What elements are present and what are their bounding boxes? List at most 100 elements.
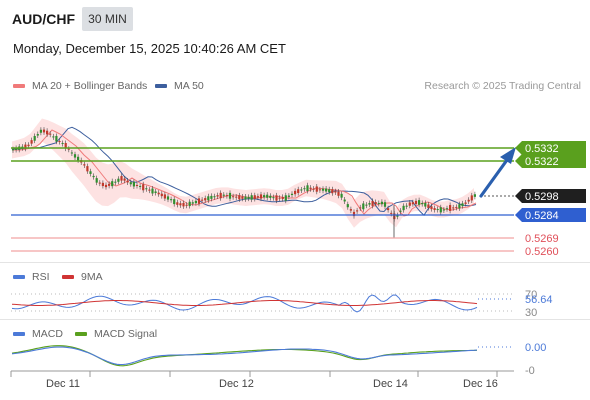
candlestick (33, 133, 36, 144)
candlestick (433, 205, 436, 213)
candle-body (11, 149, 15, 151)
candlestick (278, 195, 281, 202)
candle-body (83, 164, 86, 166)
timeframe-button[interactable]: 30 MIN (82, 7, 133, 31)
candle-body (70, 152, 73, 154)
macd-signal-swatch (75, 332, 87, 337)
candle-body (300, 189, 303, 191)
candlestick (241, 194, 244, 202)
candlestick (204, 195, 207, 203)
candle-body (253, 195, 256, 199)
candle-body (142, 184, 145, 191)
candle-body (473, 194, 476, 197)
candlestick (331, 186, 334, 196)
candlestick (421, 200, 424, 207)
candle-body (173, 199, 176, 205)
candlestick (303, 185, 306, 192)
candlestick (362, 200, 365, 212)
candlestick (259, 191, 263, 202)
candle-body (368, 203, 371, 205)
rsi-ma-swatch (62, 275, 74, 280)
candle-body (424, 202, 427, 207)
candle-body (321, 188, 325, 191)
candle-body (120, 176, 123, 181)
rsi-label: RSI (32, 271, 50, 283)
candle-body (380, 201, 383, 205)
candle-body (95, 178, 98, 183)
candle-body (166, 196, 170, 200)
ma20-label: MA 20 + Bollinger Bands (32, 80, 148, 92)
ma20-line (12, 129, 477, 217)
price-label-0.5260: 0.5260 (525, 246, 559, 258)
candle-body (92, 175, 95, 178)
symbol-title: AUD/CHF (12, 11, 75, 27)
macd-line (11, 346, 478, 366)
candle-body (182, 202, 185, 207)
candlestick (95, 175, 98, 186)
candle-body (176, 202, 179, 205)
candle-body (365, 204, 368, 206)
candlestick (126, 178, 129, 185)
candlestick (470, 192, 473, 203)
candlestick (445, 205, 449, 212)
x-label-dec16: Dec 16 (463, 378, 498, 390)
candle-body (24, 144, 27, 149)
candlestick (396, 212, 399, 220)
candlestick (464, 199, 467, 207)
candle-body (318, 189, 321, 191)
candle-body (104, 184, 108, 188)
candlestick (272, 194, 275, 201)
candle-body (207, 196, 210, 201)
moving-averages (11, 126, 477, 217)
candlestick (170, 196, 173, 203)
candle-body (244, 196, 247, 200)
candlestick (139, 183, 142, 190)
candlestick (244, 194, 247, 202)
candlestick (284, 192, 287, 204)
candlestick (120, 173, 123, 184)
candle-body (55, 135, 58, 142)
candlestick (182, 200, 185, 209)
candlestick (337, 189, 340, 199)
candle-body (49, 133, 52, 135)
candle-body (157, 192, 160, 195)
candle-body (405, 205, 408, 207)
candlestick (24, 142, 27, 152)
candlestick (151, 186, 154, 196)
candle-body (36, 134, 39, 136)
candle-body (259, 194, 263, 199)
macd-signal-label: MACD Signal (94, 328, 158, 340)
candle-body (126, 180, 129, 183)
candlestick (123, 176, 126, 184)
candle-body (303, 188, 306, 190)
candle-body (383, 202, 387, 207)
candlestick (275, 192, 278, 204)
candlestick (213, 193, 216, 200)
candlestick (129, 179, 132, 187)
candlestick (201, 197, 204, 204)
candle-body (117, 178, 120, 182)
candle-body (325, 188, 328, 192)
candle-body (111, 181, 114, 187)
candlestick (15, 145, 18, 153)
candlestick (228, 190, 232, 202)
candle-body (346, 204, 349, 208)
candlestick (449, 202, 452, 214)
candle-body (387, 208, 390, 211)
legend-ma20: MA 20 + Bollinger Bands (13, 80, 147, 92)
macd-signal-line (11, 345, 478, 367)
candlestick (108, 181, 111, 189)
candlestick (334, 188, 337, 196)
candle-body (185, 204, 188, 206)
candlestick (185, 202, 188, 209)
candlestick (380, 199, 383, 207)
candle-body (98, 182, 101, 184)
legend-rsi-ma: 9MA (62, 271, 103, 283)
candlestick (287, 193, 290, 200)
candle-body (374, 202, 377, 205)
candle-body (421, 202, 424, 205)
bollinger-bands (12, 118, 474, 228)
candle-body (135, 184, 139, 186)
candle-body (337, 191, 340, 196)
